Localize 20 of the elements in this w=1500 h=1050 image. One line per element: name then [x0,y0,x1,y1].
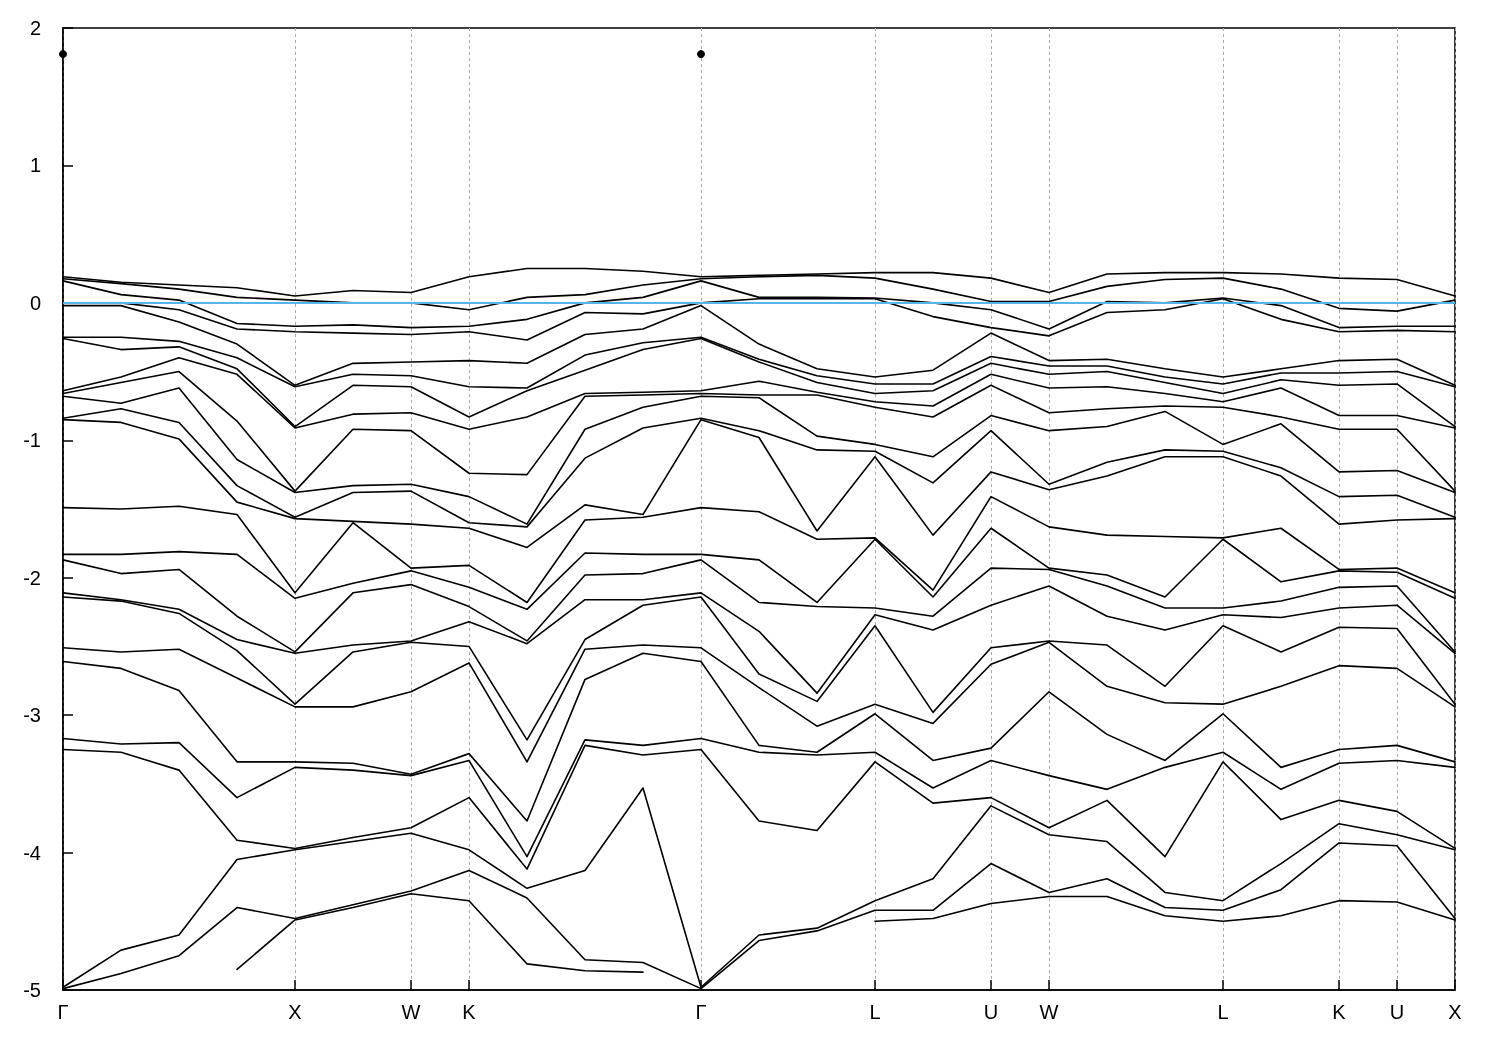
y-tick-label: -5 [23,979,41,1001]
y-tick-label: 2 [29,17,41,39]
y-tick-label: -1 [23,429,41,452]
x-tick-label: X [1448,1001,1462,1023]
y-tick-label: -4 [23,841,41,864]
x-tick-label: L [1217,1001,1229,1023]
x-tick-label: W [401,1001,421,1023]
y-tick-label: -3 [23,704,41,727]
x-tick-label: Γ [695,1001,707,1023]
x-tick-label: L [869,1001,881,1023]
y-tick-label: 1 [29,154,41,177]
x-tick-label: K [462,1001,477,1023]
x-tick-label: K [1332,1001,1347,1023]
x-tick-label: U [983,1001,999,1023]
x-tick-label: X [288,1001,302,1023]
y-tick-label: 0 [29,291,41,314]
x-tick-label: U [1389,1001,1405,1023]
y-tick-label: -2 [23,566,41,589]
x-tick-label: W [1039,1001,1059,1023]
x-tick-label: Γ [57,1001,69,1023]
